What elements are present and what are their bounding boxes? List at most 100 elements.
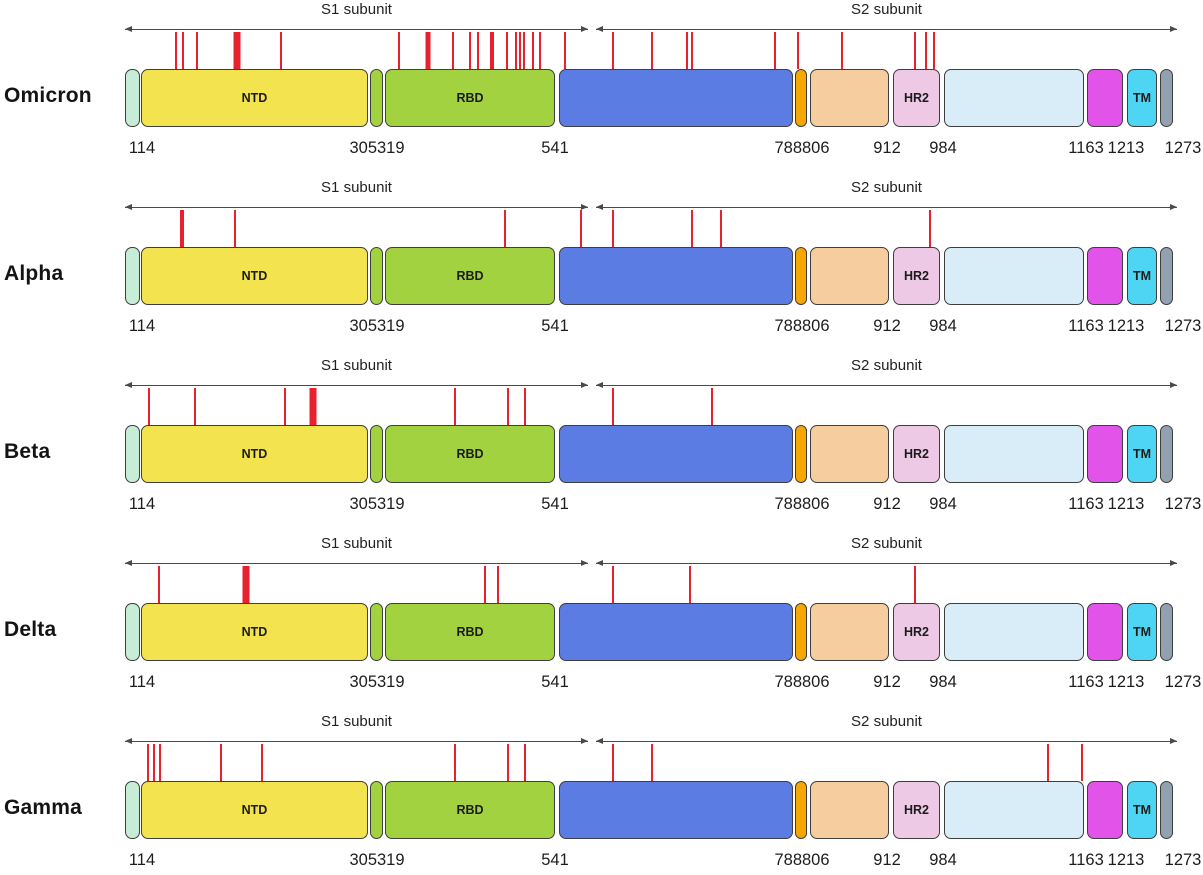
axis-label: 912 (873, 139, 901, 157)
axis-label: 788806 (774, 317, 830, 335)
mutation-tick (1081, 744, 1083, 781)
mutation-tick (507, 744, 509, 781)
subunit-arrow-s2 (596, 381, 1177, 388)
axis-label: 984 (929, 495, 957, 513)
subunit-label-s2: S2 subunit (851, 179, 922, 196)
domain-label: HR2 (903, 803, 929, 817)
mutation-tick (153, 744, 155, 781)
mutation-tick (309, 388, 317, 425)
mutation-tick (539, 32, 541, 69)
axis-label: 541 (541, 139, 569, 157)
subunit-label-s1: S1 subunit (321, 535, 392, 552)
axis-label: 1213 (1107, 139, 1145, 157)
domain-label: RBD (456, 269, 484, 283)
variant-row-beta: S1 subunit S2 subunit NTD RBD HR2 TM 114 305319… (0, 356, 1203, 534)
domain-box (1160, 247, 1173, 305)
axis-label: 1213 (1107, 317, 1145, 335)
domain-box (1087, 603, 1123, 661)
axis-label: 984 (929, 673, 957, 691)
domain-box (810, 425, 889, 483)
domain-box (1087, 247, 1123, 305)
domain-label: NTD (241, 269, 268, 283)
mutation-tick (469, 32, 471, 69)
mutation-tick (454, 388, 456, 425)
domain-box (944, 603, 1084, 661)
domain-box-ntd: NTD (141, 603, 368, 661)
mutation-tick (797, 32, 799, 69)
domain-label: HR2 (903, 447, 929, 461)
domain-box (795, 425, 807, 483)
subunit-arrow-s2 (596, 559, 1177, 566)
domain-box (125, 69, 140, 127)
axis-label: 541 (541, 317, 569, 335)
axis-label: 788806 (774, 673, 830, 691)
mutation-tick (242, 566, 250, 603)
variant-name: Omicron (4, 84, 92, 107)
axis-label: 788806 (774, 851, 830, 869)
axis-label: 114 (128, 673, 156, 691)
axis-label: 1273 (1164, 139, 1202, 157)
domain-box-hr2: HR2 (893, 603, 940, 661)
mutation-tick (454, 744, 456, 781)
subunit-label-s2: S2 subunit (851, 713, 922, 730)
domain-box (559, 247, 793, 305)
mutation-tick (524, 744, 526, 781)
mutation-tick (148, 388, 150, 425)
mutation-tick (233, 32, 241, 69)
domain-box (125, 247, 140, 305)
mutation-tick (452, 32, 454, 69)
axis-label: 541 (541, 495, 569, 513)
domain-box-rbd: RBD (385, 425, 555, 483)
mutation-tick (284, 388, 286, 425)
mutation-tick (612, 744, 614, 781)
mutation-tick (532, 32, 534, 69)
axis-label: 912 (873, 495, 901, 513)
subunit-arrow-s1 (125, 381, 588, 388)
variant-row-alpha: S1 subunit S2 subunit NTD RBD HR2 TM 114 305319… (0, 178, 1203, 356)
domain-label: HR2 (903, 91, 929, 105)
mutation-tick (925, 32, 927, 69)
mutation-tick (914, 566, 916, 603)
mutation-tick (612, 566, 614, 603)
axis-label: 541 (541, 851, 569, 869)
mutation-tick (524, 388, 526, 425)
mutation-tick (689, 566, 691, 603)
domain-label: TM (1132, 269, 1152, 283)
domain-label: RBD (456, 803, 484, 817)
domain-box (1087, 781, 1123, 839)
mutation-tick (711, 388, 713, 425)
domain-box (795, 603, 807, 661)
domain-label: HR2 (903, 625, 929, 639)
mutation-tick (720, 210, 722, 247)
axis-label: 984 (929, 851, 957, 869)
subunit-label-s1: S1 subunit (321, 1, 392, 18)
axis-label: 1163 (1068, 673, 1104, 691)
axis-label: 305319 (349, 673, 405, 691)
domain-box (559, 781, 793, 839)
axis-label: 541 (541, 673, 569, 691)
subunit-arrow-s2 (596, 25, 1177, 32)
subunit-arrow-s1 (125, 203, 588, 210)
axis-label: 912 (873, 851, 901, 869)
axis-label: 305319 (349, 495, 405, 513)
domain-box (370, 781, 383, 839)
mutation-tick (477, 32, 479, 69)
domain-label: RBD (456, 91, 484, 105)
mutation-tick (425, 32, 431, 69)
mutation-tick (196, 32, 198, 69)
domain-box (370, 69, 383, 127)
subunit-label-s2: S2 subunit (851, 357, 922, 374)
variant-name: Gamma (4, 796, 83, 819)
subunit-label-s1: S1 subunit (321, 179, 392, 196)
domain-box (125, 425, 140, 483)
subunit-arrow-s1 (125, 737, 588, 744)
domain-box (944, 781, 1084, 839)
axis-label: 1163 (1068, 495, 1104, 513)
domain-box (1087, 425, 1123, 483)
domain-box (559, 69, 793, 127)
mutation-tick (612, 388, 614, 425)
domain-label: TM (1132, 803, 1152, 817)
mutation-tick (929, 210, 931, 247)
mutation-tick (612, 32, 614, 69)
